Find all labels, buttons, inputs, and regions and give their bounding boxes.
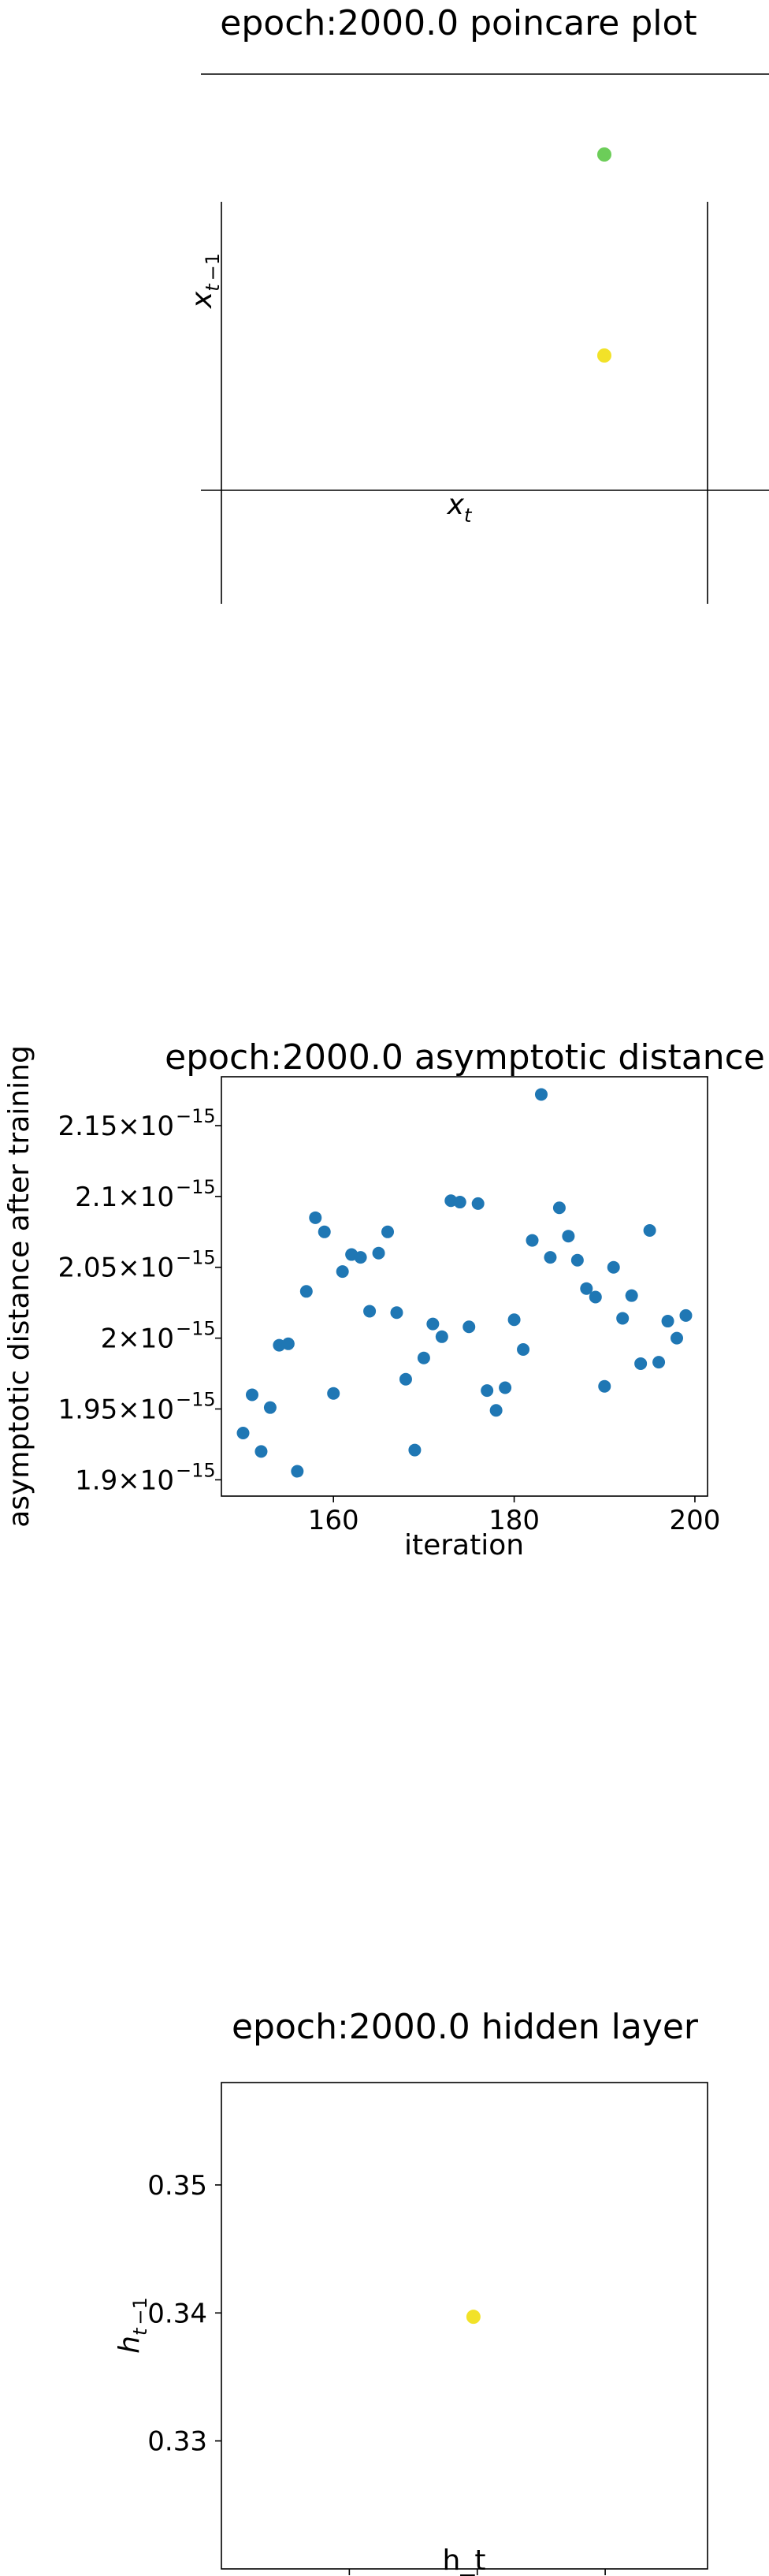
asymptotic-point: [363, 1305, 377, 1318]
asymptotic-point: [607, 1260, 620, 1274]
asymptotic-point: [381, 1225, 395, 1238]
asymptotic-point: [327, 1387, 340, 1400]
asymptotic-point: [643, 1224, 656, 1238]
asymptotic-point: [435, 1330, 448, 1343]
poincare-title: epoch:2000.0 poincare plot: [220, 3, 697, 43]
hidden-frame: [221, 2082, 708, 2570]
asymptotic-point: [552, 1201, 566, 1215]
poincare-ylabel: xt−1: [186, 253, 224, 309]
hidden-title: epoch:2000.0 hidden layer: [232, 2008, 699, 2047]
asymptotic-y-tick-label: 1.9×10: [75, 1465, 174, 1496]
asymptotic-point: [661, 1315, 674, 1328]
asymptotic-point: [526, 1234, 539, 1247]
asymptotic-point: [399, 1372, 412, 1386]
asymptotic-y-tick-exponent: −15: [176, 1318, 216, 1340]
hidden-ylabel: ht−1: [113, 2297, 151, 2354]
asymptotic-point: [580, 1282, 593, 1295]
asymptotic-x-tick-label: 160: [308, 1505, 359, 1536]
hidden-layer-plot: epoch:2000.0 hidden layer 0.330.340.35 0…: [113, 2008, 708, 2576]
poincare-point: [597, 348, 611, 363]
asymptotic-point: [372, 1246, 385, 1260]
asymptotic-point: [517, 1342, 530, 1356]
asymptotic-point: [534, 1088, 548, 1101]
asymptotic-point: [489, 1404, 503, 1417]
poincare-plot: epoch:2000.0 poincare plot xt−1 xt: [186, 3, 769, 604]
asymptotic-point: [507, 1313, 521, 1327]
asymptotic-point: [417, 1351, 430, 1364]
hidden-point: [466, 2310, 481, 2325]
asymptotic-point: [426, 1317, 440, 1331]
asymptotic-point: [634, 1357, 648, 1370]
asymptotic-point: [299, 1285, 313, 1298]
asymptotic-y-tick-label: 1.95×10: [58, 1394, 174, 1425]
hidden-y-tick-label: 0.34: [147, 2298, 207, 2329]
asymptotic-point: [598, 1379, 611, 1393]
asymptotic-point: [236, 1427, 250, 1440]
asymptotic-xlabel: iteration: [404, 1529, 524, 1562]
asymptotic-point: [309, 1211, 322, 1224]
asymptotic-point: [570, 1253, 584, 1267]
asymptotic-point: [254, 1445, 268, 1458]
asymptotic-point: [318, 1225, 331, 1238]
asymptotic-point: [544, 1251, 557, 1264]
asymptotic-y-tick-label: 2.1×10: [75, 1182, 174, 1213]
asymptotic-y-tick-label: 2×10: [101, 1323, 174, 1355]
asymptotic-point: [245, 1388, 258, 1402]
asymptotic-point: [281, 1337, 295, 1350]
poincare-xlabel: xt: [447, 489, 473, 527]
asymptotic-y-tick-exponent: −15: [176, 1459, 216, 1481]
asymptotic-point: [481, 1384, 494, 1398]
asymptotic-point: [463, 1320, 476, 1334]
asymptotic-point: [336, 1265, 349, 1279]
asymptotic-y-tick-exponent: −15: [176, 1388, 216, 1410]
asymptotic-point: [589, 1290, 602, 1304]
asymptotic-x-tick-label: 200: [669, 1505, 720, 1536]
asymptotic-point: [562, 1230, 575, 1243]
asymptotic-point: [679, 1308, 693, 1322]
hidden-xlabel: h_t: [443, 2544, 486, 2576]
asymptotic-point: [263, 1401, 277, 1414]
asymptotic-point: [625, 1289, 638, 1302]
asymptotic-point: [408, 1443, 422, 1457]
asymptotic-point: [291, 1465, 304, 1478]
hidden-y-tick-label: 0.35: [147, 2170, 207, 2202]
asymptotic-y-tick-label: 2.15×10: [58, 1111, 174, 1142]
asymptotic-y-tick-exponent: −15: [176, 1105, 216, 1127]
asymptotic-point: [354, 1251, 367, 1264]
asymptotic-frame: [221, 1076, 708, 1497]
poincare-point: [597, 147, 611, 162]
asymptotic-point: [652, 1356, 666, 1369]
asymptotic-point: [453, 1196, 466, 1209]
asymptotic-y-tick-exponent: −15: [176, 1176, 216, 1198]
asymptotic-y-tick-exponent: −15: [176, 1247, 216, 1269]
asymptotic-point: [390, 1306, 403, 1320]
asymptotic-ylabel: asymptotic distance after training: [3, 1045, 35, 1528]
asymptotic-title: epoch:2000.0 asymptotic distance: [165, 1037, 765, 1078]
asymptotic-point: [616, 1312, 630, 1325]
asymptotic-point: [471, 1197, 485, 1210]
hidden-y-tick-label: 0.33: [147, 2426, 207, 2458]
asymptotic-x-tick-label: 180: [489, 1505, 540, 1536]
asymptotic-distance-plot: epoch:2000.0 asymptotic distance 160 180 2…: [3, 1037, 765, 1562]
asymptotic-point: [499, 1381, 512, 1394]
asymptotic-point: [671, 1331, 684, 1345]
asymptotic-y-tick-label: 2.05×10: [58, 1253, 174, 1284]
